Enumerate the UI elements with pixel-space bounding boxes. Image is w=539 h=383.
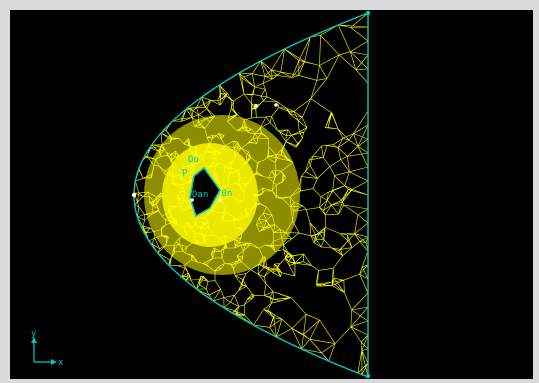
hole-label-left: p <box>182 167 187 177</box>
hole-label-top: Ou <box>188 155 199 165</box>
mesh-canvas[interactable]: Ou p -0n Dan y x <box>10 10 533 379</box>
hole-label-inner: Dan <box>192 190 208 200</box>
boundary-node <box>365 373 371 379</box>
hole-outline <box>189 166 221 218</box>
axis-y-label: y <box>31 329 37 339</box>
mesh-node-marker <box>190 198 194 202</box>
mesh-node-marker <box>218 198 222 202</box>
boundary-node <box>131 192 137 198</box>
mesh-node-marker <box>274 103 278 107</box>
boundary-nodes <box>131 10 371 379</box>
inner-hole-boundary <box>189 166 221 218</box>
graphics-viewport[interactable]: Ou p -0n Dan y x <box>10 10 533 379</box>
boundary-node <box>365 10 371 16</box>
axis-x-label: x <box>58 358 64 368</box>
hole-label-right: -0n <box>216 189 232 199</box>
axis-triad-icon: y x <box>31 329 64 368</box>
mesh-node-marker <box>254 104 258 108</box>
mesh-dense-region <box>144 115 300 275</box>
